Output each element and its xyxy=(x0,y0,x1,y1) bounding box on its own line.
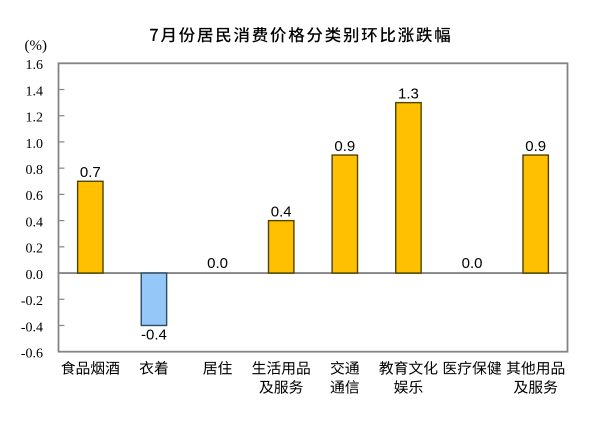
svg-text:0.0: 0.0 xyxy=(207,255,228,272)
svg-text:0.8: 0.8 xyxy=(26,163,44,178)
svg-text:-0.4: -0.4 xyxy=(141,327,167,344)
svg-text:0.2: 0.2 xyxy=(26,242,44,257)
svg-text:0.0: 0.0 xyxy=(462,255,483,272)
svg-text:0.0: 0.0 xyxy=(26,268,44,283)
svg-text:0.4: 0.4 xyxy=(271,203,292,220)
svg-text:0.9: 0.9 xyxy=(525,138,546,155)
svg-text:(%): (%) xyxy=(25,38,48,54)
svg-text:0.4: 0.4 xyxy=(26,215,44,230)
svg-text:0.9: 0.9 xyxy=(334,138,355,155)
svg-text:1.4: 1.4 xyxy=(26,84,44,99)
svg-text:1.3: 1.3 xyxy=(398,85,419,102)
svg-text:0.7: 0.7 xyxy=(80,164,101,181)
svg-text:0.6: 0.6 xyxy=(26,189,44,204)
svg-text:1.0: 1.0 xyxy=(26,137,44,152)
svg-text:-0.6: -0.6 xyxy=(21,347,43,362)
svg-text:-0.2: -0.2 xyxy=(21,294,43,309)
svg-text:1.2: 1.2 xyxy=(26,111,44,126)
svg-text:1.6: 1.6 xyxy=(26,58,44,73)
svg-text:-0.4: -0.4 xyxy=(21,320,43,335)
